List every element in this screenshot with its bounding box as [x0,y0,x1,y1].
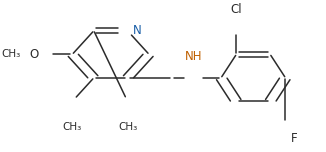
Text: CH₃: CH₃ [63,122,82,132]
Text: NH: NH [185,50,202,63]
Text: N: N [133,24,142,37]
Text: Cl: Cl [230,3,242,16]
Text: CH₃: CH₃ [1,49,20,59]
Text: F: F [291,132,298,145]
Text: CH₃: CH₃ [118,122,137,132]
Text: O: O [29,48,38,61]
